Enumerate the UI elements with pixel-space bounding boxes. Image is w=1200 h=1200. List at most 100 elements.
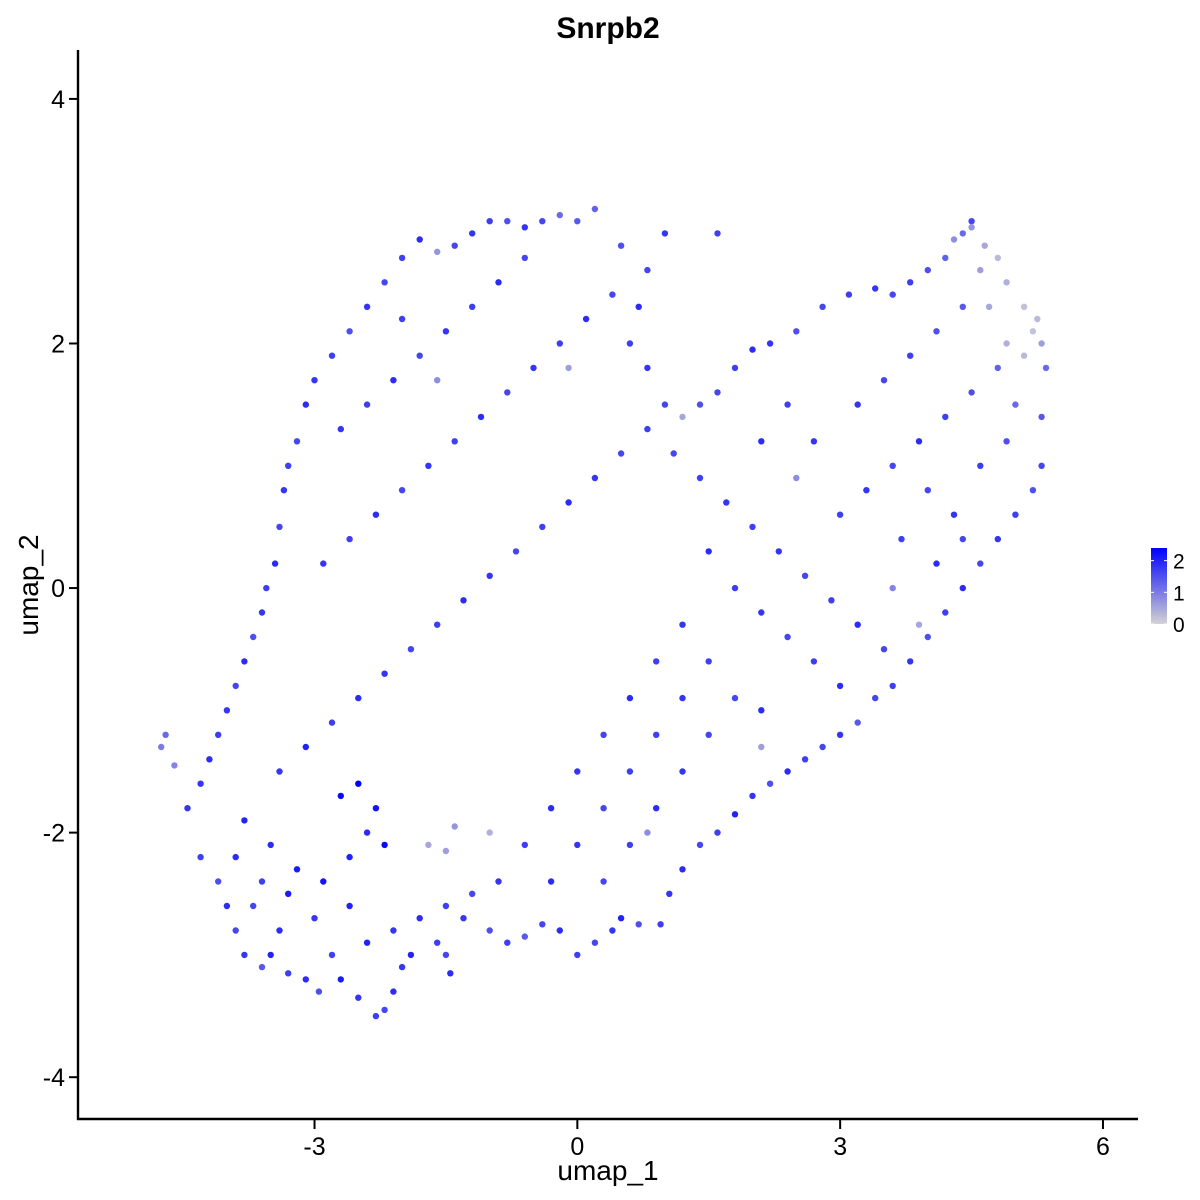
cell-point [547,805,555,812]
cell-point [1042,364,1050,372]
cell-point [600,731,607,738]
cell-point [460,915,467,922]
cell-point [985,303,993,310]
cell-point [250,633,257,641]
cell-point [337,976,344,983]
cell-point [591,939,599,946]
cell-point [363,401,371,408]
cell-point [775,548,782,555]
cell-point [302,743,309,751]
cell-point [398,487,406,494]
cell-point [363,303,371,310]
cell-point [950,236,958,243]
cell-point [657,921,664,928]
x-tick-label: 3 [833,1133,847,1161]
cell-point [609,291,616,298]
cell-point [872,285,879,292]
cell-point [512,548,520,555]
cell-point [793,328,800,335]
cell-point [416,236,423,243]
cell-point [1029,328,1037,335]
cell-point [1029,487,1037,494]
legend-label: 2 [1173,551,1185,574]
cell-point [836,731,844,738]
cell-point [959,230,966,237]
cell-point [363,939,371,946]
cell-point [819,303,826,310]
cell-point [315,988,323,995]
x-ticks: -3 0 3 6 [303,1120,1110,1161]
cell-point [977,560,984,567]
cell-point [907,658,914,665]
cell-point [477,413,485,421]
cell-point [416,352,423,359]
cell-point [731,584,739,592]
cell-point [889,462,896,469]
cell-point [258,963,266,971]
cell-point [460,597,467,604]
x-tick-label: 0 [570,1133,584,1161]
cell-point [749,346,756,353]
cell-point [565,364,572,372]
cell-point [302,976,309,983]
cell-point [469,890,476,897]
cell-point [285,890,292,897]
cell-point [250,902,257,910]
cell-point [556,340,563,347]
cell-point [285,462,292,469]
legend-label: 0 [1173,614,1185,637]
cell-point [854,401,861,408]
cell-point [355,780,362,787]
cell-point [407,646,415,653]
cell-point [653,731,660,738]
cell-point [784,401,791,408]
cell-point [626,694,634,702]
cell-point [381,279,388,286]
cell-point [355,694,362,702]
y-tick-label: 4 [51,86,65,114]
cell-point [714,230,721,237]
cell-point [390,927,397,934]
cell-point [398,254,406,262]
cell-point [539,218,546,225]
cell-point [889,682,896,690]
legend-label: 1 [1173,582,1185,605]
cell-point [714,389,721,396]
cell-point [924,266,931,274]
cell-point [1038,462,1045,469]
cell-point [626,841,634,849]
cell-point [162,731,169,738]
cell-point [390,988,397,995]
cell-point [915,438,923,445]
cell-point [337,792,344,800]
cell-point [705,548,712,555]
points-layer [158,205,1050,1020]
cell-point [215,731,222,738]
cell-point [425,841,432,849]
cell-point [565,499,572,506]
cell-point [469,230,476,237]
cell-point [486,829,493,836]
legend-colorbar: 2 1 0 [1151,548,1185,637]
y-ticks: -4 -2 0 2 4 [43,86,78,1092]
cell-point [355,994,362,1001]
cell-point [819,743,826,751]
legend-ticks: 2 1 0 [1151,551,1185,637]
colorbar-gradient [1151,548,1167,624]
cell-point [223,707,231,714]
cell-point [854,719,861,726]
cell-point [907,279,914,286]
cell-point [328,352,336,359]
cell-point [1012,401,1019,408]
cell-point [600,878,607,885]
cell-point [968,224,975,231]
cell-point [337,425,344,433]
cell-point [346,853,353,861]
cell-point [547,878,555,885]
cell-point [644,266,651,274]
cell-point [758,707,765,714]
cell-point [442,847,450,855]
cell-point [258,609,266,616]
cell-point [696,841,704,849]
cell-point [950,511,958,518]
